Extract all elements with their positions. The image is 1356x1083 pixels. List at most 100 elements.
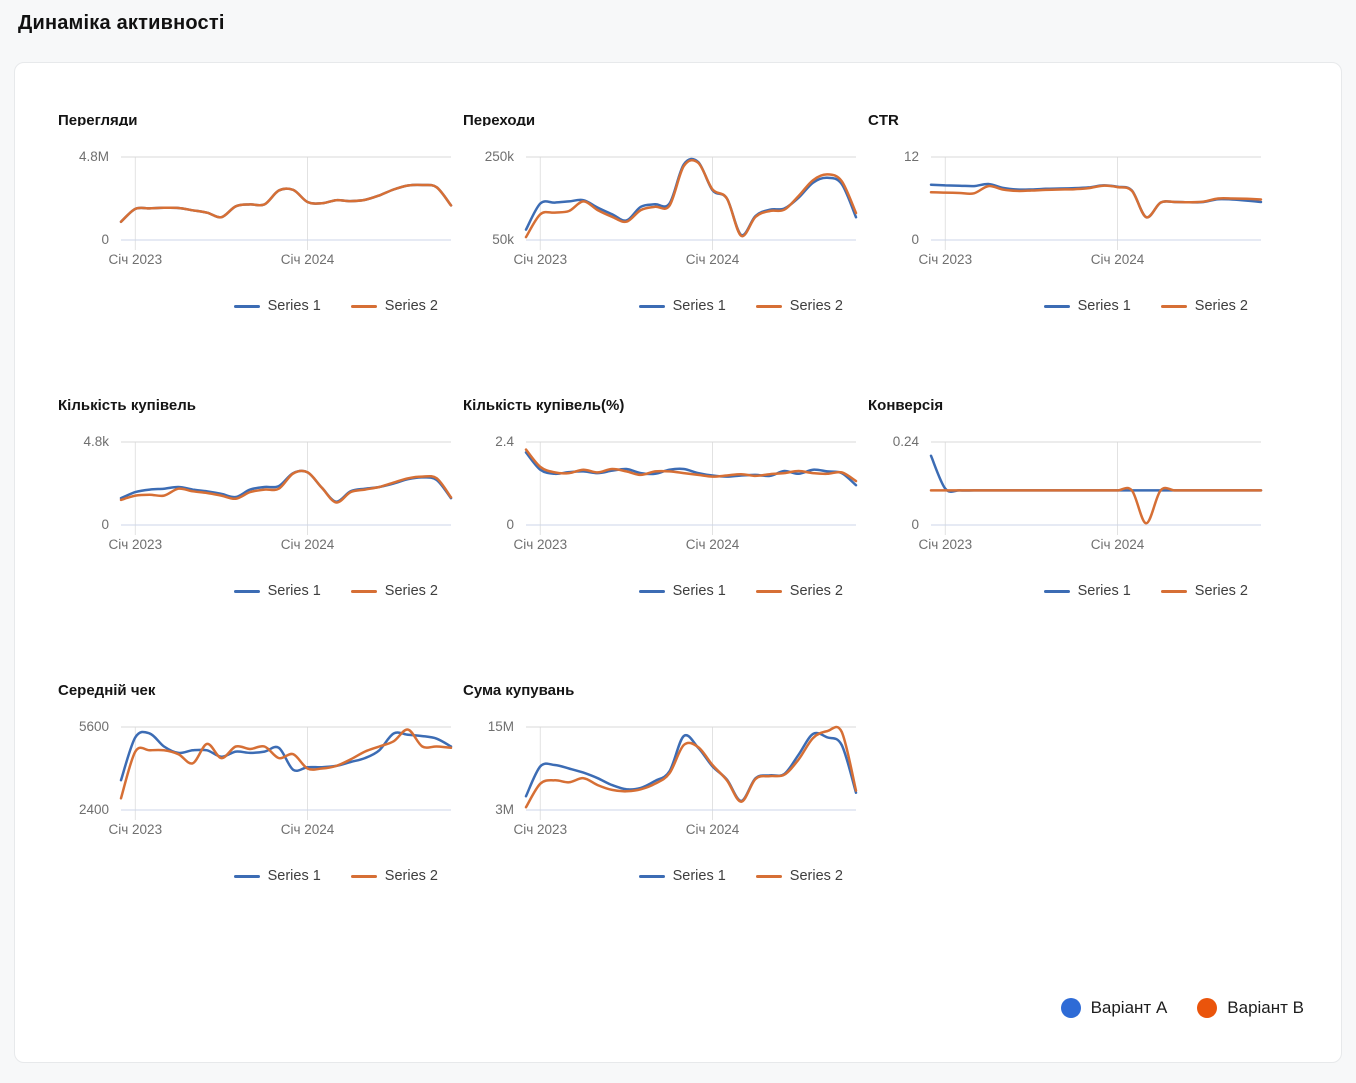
y-axis: 15M 3M xyxy=(463,719,526,820)
series-1-legend-item[interactable]: Series 1 xyxy=(638,298,726,314)
y-axis-min-label: 0 xyxy=(911,517,919,532)
x-tick-jan-2023: Січ 2023 xyxy=(108,822,163,837)
series-1-line-icon xyxy=(1043,304,1070,308)
series-2-legend-item[interactable]: Series 2 xyxy=(350,583,438,599)
series-2-line-icon xyxy=(350,304,377,308)
x-axis: Січ 2023 Січ 2024 xyxy=(109,822,451,840)
chart-title: Сума купувань xyxy=(463,682,575,699)
series-1-line-icon xyxy=(1043,589,1070,593)
plot-row: 2.4 0 xyxy=(463,434,858,535)
series-1-legend-item[interactable]: Series 1 xyxy=(233,868,321,884)
y-axis-min-label: 0 xyxy=(101,517,109,532)
y-axis: 5600 2400 xyxy=(58,719,121,820)
chart-title: Кількість купівель xyxy=(58,397,197,414)
chart-purchase-sum: Сума купувань 15M 3M Січ 2023 Січ 2024 Series… xyxy=(463,681,858,886)
series-1-line-icon xyxy=(638,589,665,593)
series-1-legend-label: Series 1 xyxy=(1077,298,1131,314)
series-legend: Series 1 Series 2 xyxy=(58,581,451,601)
y-axis: 12 0 xyxy=(868,149,931,250)
series-2-legend-item[interactable]: Series 2 xyxy=(755,298,843,314)
series-1-legend-label: Series 1 xyxy=(672,298,726,314)
x-tick-jan-2024: Січ 2024 xyxy=(1090,537,1145,552)
series-1-line-icon xyxy=(638,304,665,308)
x-tick-jan-2024: Січ 2024 xyxy=(1090,252,1145,267)
series-2-legend-item[interactable]: Series 2 xyxy=(350,298,438,314)
y-axis-max-label: 2.4 xyxy=(495,434,514,449)
variant-b-label: Варіант B xyxy=(1227,998,1304,1017)
series-1-legend-label: Series 1 xyxy=(267,298,321,314)
series-1-legend-item[interactable]: Series 1 xyxy=(1043,298,1131,314)
y-axis-max-label: 4.8M xyxy=(78,149,109,164)
y-axis: 250k 50k xyxy=(463,149,526,250)
x-tick-jan-2023: Січ 2023 xyxy=(513,537,568,552)
chart-title: Переходи xyxy=(463,112,536,126)
series-1-legend-label: Series 1 xyxy=(267,583,321,599)
y-axis-min-label: 0 xyxy=(911,232,919,247)
series-2-legend-item[interactable]: Series 2 xyxy=(1160,298,1248,314)
plot-row: 4.8k 0 xyxy=(58,434,453,535)
activity-dashboard-card: Перегляди 4.8M 0 Січ 2023 Січ 2024 Series 1 Se… xyxy=(14,62,1342,1063)
chart-avg-check: Середній чек 5600 2400 Січ 2023 Січ 2024 Seri… xyxy=(58,681,453,886)
series-2-legend-label: Series 2 xyxy=(789,583,843,599)
variant-b-dot-icon xyxy=(1197,998,1218,1018)
plot-row: 250k 50k xyxy=(463,149,858,250)
x-tick-jan-2023: Січ 2023 xyxy=(108,537,163,552)
x-tick-jan-2023: Січ 2023 xyxy=(918,252,973,267)
x-axis: Січ 2023 Січ 2024 xyxy=(109,252,451,270)
series-1-legend-label: Series 1 xyxy=(672,868,726,884)
variant-a-label: Варіант A xyxy=(1090,998,1168,1017)
series-legend: Series 1 Series 2 xyxy=(463,581,856,601)
x-axis: Січ 2023 Січ 2024 xyxy=(514,252,856,270)
series-2-legend-label: Series 2 xyxy=(384,868,438,884)
plot-area xyxy=(929,441,1263,535)
series-1-legend-item[interactable]: Series 1 xyxy=(233,583,321,599)
variants-legend: Варіант A Варіант B xyxy=(1060,998,1304,1018)
series-1-legend-item[interactable]: Series 1 xyxy=(638,868,726,884)
series-2-legend-label: Series 2 xyxy=(789,868,843,884)
series-1-legend-item[interactable]: Series 1 xyxy=(638,583,726,599)
variant-a-legend-item[interactable]: Варіант A xyxy=(1060,998,1168,1018)
y-axis-max-label: 4.8k xyxy=(83,434,109,449)
y-axis-min-label: 0 xyxy=(506,517,514,532)
y-axis-min-label: 2400 xyxy=(78,802,109,817)
x-axis: Січ 2023 Січ 2024 xyxy=(514,822,856,840)
series-legend: Series 1 Series 2 xyxy=(868,581,1261,601)
y-axis-max-label: 5600 xyxy=(78,719,109,734)
plot-area xyxy=(524,156,858,250)
x-tick-jan-2024: Січ 2024 xyxy=(685,252,740,267)
y-axis-min-label: 3M xyxy=(495,802,514,817)
y-axis-min-label: 0 xyxy=(101,232,109,247)
series-2-legend-item[interactable]: Series 2 xyxy=(350,868,438,884)
page-title: Динаміка активності xyxy=(18,12,225,34)
series-2-legend-label: Series 2 xyxy=(1194,583,1248,599)
series-2-legend-item[interactable]: Series 2 xyxy=(1160,583,1248,599)
plot-row: 4.8M 0 xyxy=(58,149,453,250)
series-2-legend-item[interactable]: Series 2 xyxy=(755,583,843,599)
series-2-legend-item[interactable]: Series 2 xyxy=(755,868,843,884)
plot-row: 0.24 0 xyxy=(868,434,1263,535)
y-axis: 0.24 0 xyxy=(868,434,931,535)
chart-title: Конверсія xyxy=(868,397,944,414)
x-tick-jan-2024: Січ 2024 xyxy=(685,537,740,552)
series-2-line-icon xyxy=(1160,589,1187,593)
series-legend: Series 1 Series 2 xyxy=(58,866,451,886)
series-legend: Series 1 Series 2 xyxy=(58,296,451,316)
y-axis: 4.8M 0 xyxy=(58,149,121,250)
variant-b-legend-item[interactable]: Варіант B xyxy=(1197,998,1304,1018)
series-1-line-icon xyxy=(233,304,260,308)
series-1-legend-item[interactable]: Series 1 xyxy=(233,298,321,314)
series-1-legend-label: Series 1 xyxy=(267,868,321,884)
series-2-line-icon xyxy=(350,874,377,878)
x-tick-jan-2023: Січ 2023 xyxy=(513,822,568,837)
x-tick-jan-2023: Січ 2023 xyxy=(513,252,568,267)
series-1-legend-item[interactable]: Series 1 xyxy=(1043,583,1131,599)
chart-ctr: CTR 12 0 Січ 2023 Січ 2024 Series 1 Series 2 xyxy=(868,111,1263,316)
plot-area xyxy=(119,156,453,250)
series-legend: Series 1 Series 2 xyxy=(463,866,856,886)
y-axis-max-label: 12 xyxy=(903,149,919,164)
chart-conversion: Конверсія 0.24 0 Січ 2023 Січ 2024 Series 1 Se… xyxy=(868,396,1263,601)
x-axis: Січ 2023 Січ 2024 xyxy=(919,252,1261,270)
chart-title: Середній чек xyxy=(58,682,156,699)
series-legend: Series 1 Series 2 xyxy=(463,296,856,316)
x-axis: Січ 2023 Січ 2024 xyxy=(919,537,1261,555)
